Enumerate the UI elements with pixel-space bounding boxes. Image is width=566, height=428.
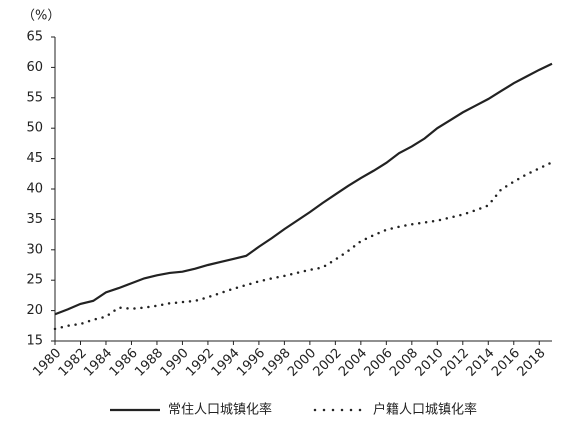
y-tick-label: 65: [26, 30, 43, 45]
y-tick-label: 60: [26, 60, 43, 75]
x-tick-label: 2008: [387, 346, 421, 380]
x-tick-label: 1988: [132, 346, 166, 380]
y-axis-label: （%）: [22, 9, 60, 24]
y-tick-label: 40: [26, 182, 43, 197]
x-tick-label: 2012: [438, 346, 472, 380]
x-tick-label: 2016: [489, 346, 523, 380]
x-tick-label: 1984: [81, 346, 115, 380]
x-tick-label: 1994: [209, 346, 243, 380]
x-tick-label: 1996: [234, 346, 268, 380]
y-tick-label: 55: [26, 90, 43, 105]
x-tick-label: 2010: [413, 346, 447, 380]
y-tick-label: 50: [26, 121, 43, 136]
y-tick-label: 15: [26, 334, 43, 349]
legend-label: 常住人口城镇化率: [168, 402, 272, 418]
x-tick-label: 1986: [107, 346, 141, 380]
y-tick-label: 45: [26, 151, 43, 166]
x-tick-label: 2000: [285, 346, 319, 380]
series-line: [53, 160, 554, 331]
y-tick-label: 25: [26, 273, 43, 288]
y-tick-label: 30: [26, 242, 43, 257]
x-tick-label: 1990: [158, 346, 192, 380]
y-tick-label: 20: [26, 303, 43, 318]
x-tick-label: 2006: [362, 346, 396, 380]
x-tick-label: 2018: [515, 346, 549, 380]
y-tick-label: 35: [26, 212, 43, 227]
x-tick-label: 2002: [311, 346, 345, 380]
x-tick-label: 2014: [464, 346, 498, 380]
x-tick-label: 1980: [30, 346, 64, 380]
series-line: [54, 62, 553, 316]
x-tick-label: 1992: [183, 346, 217, 380]
x-tick-label: 1998: [260, 346, 294, 380]
x-tick-label: 1982: [56, 346, 90, 380]
legend-label: 户籍人口城镇化率: [373, 402, 477, 418]
x-tick-label: 2004: [336, 346, 370, 380]
